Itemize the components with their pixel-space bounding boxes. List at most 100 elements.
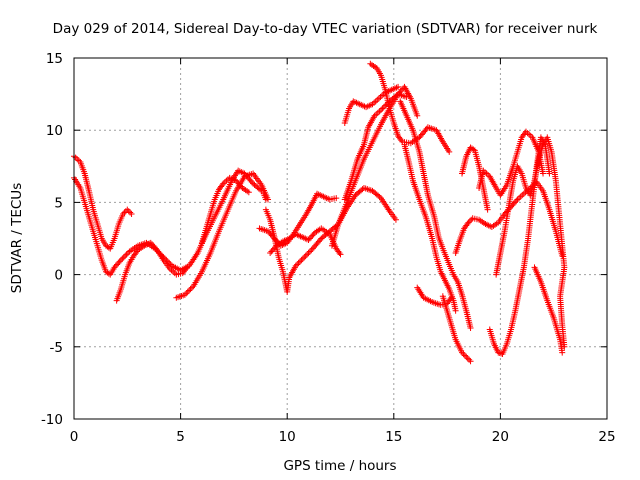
- y-tick-label: 15: [46, 51, 63, 67]
- data-point: [133, 248, 140, 255]
- data-point: [262, 196, 269, 203]
- y-axis-ticks: -10 -5 0 5 10 15: [41, 51, 607, 428]
- data-point: [459, 349, 466, 356]
- data-point: [372, 98, 379, 105]
- data-point: [125, 249, 132, 256]
- data-point: [114, 261, 121, 268]
- data-point: [513, 197, 520, 204]
- data-point: [519, 192, 526, 199]
- data-point: [248, 179, 255, 186]
- data-point: [366, 102, 373, 109]
- data-point: [526, 131, 533, 138]
- data-point: [268, 232, 275, 239]
- data-point: [299, 255, 306, 262]
- data-point: [120, 254, 127, 261]
- data-point: [183, 264, 190, 271]
- data-point: [292, 262, 299, 269]
- data-point: [188, 284, 195, 291]
- data-point: [268, 248, 275, 255]
- data-point: [308, 234, 315, 241]
- data-point: [117, 257, 124, 264]
- data-point: [295, 260, 302, 267]
- x-tick-label: 10: [279, 429, 296, 445]
- data-point: [446, 148, 453, 155]
- data-point: [376, 108, 383, 115]
- x-tick-label: 15: [385, 429, 402, 445]
- data-point: [378, 106, 385, 113]
- data-point: [559, 349, 566, 356]
- data-point: [524, 130, 531, 137]
- data-point: [116, 258, 123, 265]
- data-point: [377, 93, 384, 100]
- data-point: [187, 286, 194, 293]
- data-point: [302, 252, 309, 259]
- data-point: [234, 179, 241, 186]
- data-point: [305, 249, 312, 256]
- data-point: [310, 231, 317, 238]
- data-point: [119, 255, 126, 262]
- data-point: [374, 96, 381, 103]
- data-point: [74, 156, 81, 163]
- data-point: [184, 288, 191, 295]
- data-point: [272, 244, 279, 251]
- data-point: [465, 219, 472, 226]
- y-tick-label: 5: [54, 195, 63, 211]
- data-point: [516, 195, 523, 202]
- data-point: [233, 177, 240, 184]
- data-point: [267, 231, 274, 238]
- data-point: [298, 257, 305, 264]
- data-point: [183, 290, 190, 297]
- data-point: [267, 249, 274, 256]
- data-point: [238, 169, 245, 176]
- y-tick-label: 0: [54, 268, 63, 284]
- data-point: [236, 182, 243, 189]
- data-point: [448, 294, 455, 301]
- data-point: [460, 351, 467, 358]
- data-point: [111, 264, 118, 271]
- data-point: [306, 248, 313, 255]
- data-point: [128, 210, 135, 217]
- data-point: [124, 206, 131, 213]
- data-point: [219, 182, 226, 189]
- data-point: [272, 236, 279, 243]
- data-point: [559, 252, 566, 259]
- data-point: [150, 242, 157, 249]
- data-point: [121, 209, 128, 216]
- x-axis-ticks: 0 5 10 15 20 25: [70, 58, 616, 445]
- data-point: [306, 235, 313, 242]
- data-point: [414, 112, 421, 119]
- data-point: [127, 209, 134, 216]
- data-point: [270, 245, 277, 252]
- data-point: [147, 239, 154, 246]
- data-point: [375, 95, 382, 102]
- data-point: [122, 252, 129, 259]
- data-point: [467, 325, 474, 332]
- data-point: [294, 261, 301, 268]
- x-tick-label: 5: [176, 429, 185, 445]
- y-tick-label: 10: [46, 123, 63, 139]
- data-point: [317, 236, 324, 243]
- x-tick-label: 25: [598, 429, 615, 445]
- data-point: [221, 179, 228, 186]
- data-point: [151, 244, 158, 251]
- data-point: [186, 287, 193, 294]
- data-point: [125, 208, 132, 215]
- data-point: [336, 249, 343, 256]
- data-point: [561, 343, 568, 350]
- y-tick-label: -10: [41, 412, 63, 428]
- data-point: [296, 258, 303, 265]
- data-point: [112, 262, 119, 269]
- data-point: [395, 83, 402, 90]
- y-tick-label: -5: [50, 340, 63, 356]
- data-point: [403, 93, 410, 100]
- data-point: [382, 102, 389, 109]
- data-point: [337, 251, 344, 258]
- data-point: [235, 180, 242, 187]
- data-point: [305, 236, 312, 243]
- plot-frame: [73, 57, 608, 420]
- data-point: [517, 193, 524, 200]
- data-point: [245, 189, 252, 196]
- data-point: [182, 265, 189, 272]
- data-point: [265, 228, 272, 235]
- x-axis-label: GPS time / hours: [283, 458, 396, 474]
